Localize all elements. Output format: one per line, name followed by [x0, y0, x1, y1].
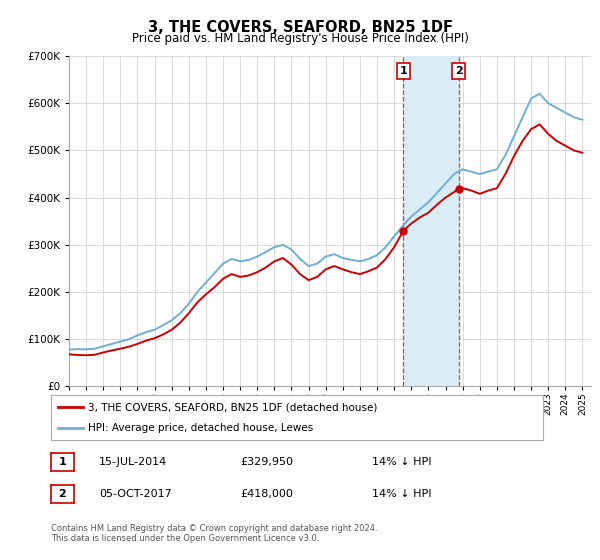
Text: 3, THE COVERS, SEAFORD, BN25 1DF (detached house): 3, THE COVERS, SEAFORD, BN25 1DF (detach… — [88, 402, 377, 412]
Text: £418,000: £418,000 — [240, 489, 293, 499]
Text: HPI: Average price, detached house, Lewes: HPI: Average price, detached house, Lewe… — [88, 423, 313, 433]
Text: 14% ↓ HPI: 14% ↓ HPI — [372, 457, 431, 467]
Text: Contains HM Land Registry data © Crown copyright and database right 2024.
This d: Contains HM Land Registry data © Crown c… — [51, 524, 377, 543]
Text: 05-OCT-2017: 05-OCT-2017 — [99, 489, 172, 499]
Text: 14% ↓ HPI: 14% ↓ HPI — [372, 489, 431, 499]
Bar — [403, 56, 458, 386]
Text: 15-JUL-2014: 15-JUL-2014 — [99, 457, 167, 467]
Text: 1: 1 — [59, 457, 66, 467]
Text: Price paid vs. HM Land Registry's House Price Index (HPI): Price paid vs. HM Land Registry's House … — [131, 32, 469, 45]
Text: 1: 1 — [400, 66, 407, 76]
Text: 2: 2 — [455, 66, 463, 76]
Text: 3, THE COVERS, SEAFORD, BN25 1DF: 3, THE COVERS, SEAFORD, BN25 1DF — [148, 20, 452, 35]
Text: 2: 2 — [59, 489, 66, 499]
Text: £329,950: £329,950 — [240, 457, 293, 467]
